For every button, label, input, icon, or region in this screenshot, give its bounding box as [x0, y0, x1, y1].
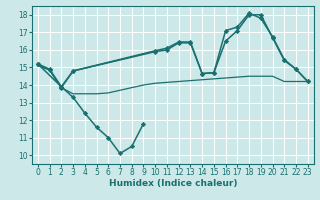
X-axis label: Humidex (Indice chaleur): Humidex (Indice chaleur)	[108, 179, 237, 188]
